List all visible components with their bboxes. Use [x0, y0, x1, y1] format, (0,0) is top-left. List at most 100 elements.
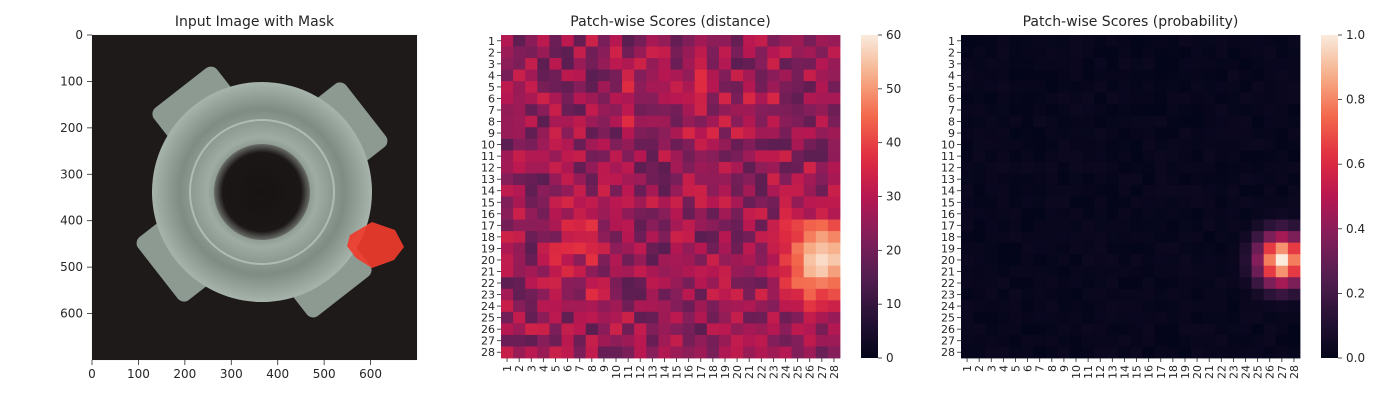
heatmap-cell — [997, 277, 1010, 290]
heatmap-cell — [743, 35, 756, 47]
heatmap-cell — [827, 184, 841, 197]
heatmap-cell — [525, 92, 538, 105]
heatmap-cell — [1057, 35, 1071, 47]
heatmap-cell — [706, 219, 720, 232]
metal-nut — [136, 66, 388, 318]
heatmap-cell — [682, 196, 696, 209]
heatmap-cell — [1227, 115, 1240, 128]
heatmap-cell — [1033, 219, 1047, 232]
heatmap-cell — [1191, 81, 1204, 94]
heatmap-cell — [525, 208, 538, 220]
heatmap-cell — [634, 311, 647, 324]
x-tick-label: 19 — [719, 365, 732, 379]
heatmap-cell — [609, 69, 623, 82]
heatmap-cell — [767, 277, 780, 290]
heatmap-cell — [779, 196, 792, 209]
heatmap-cell — [609, 254, 623, 267]
heatmap-cell — [731, 161, 744, 174]
heatmap-cell — [1239, 150, 1252, 163]
heatmap-cell — [1033, 265, 1047, 278]
heatmap-cell — [501, 242, 514, 255]
heatmap-cell — [1045, 288, 1059, 301]
heatmap-cell — [1069, 208, 1083, 220]
heatmap-cell — [1239, 277, 1252, 290]
heatmap-cell — [706, 161, 720, 174]
heatmap-cell — [997, 173, 1010, 186]
heatmap-cell — [743, 138, 756, 151]
heatmap-cell — [1287, 161, 1301, 174]
heatmap-cell — [537, 81, 550, 94]
heatmap-cell — [1275, 81, 1289, 94]
heatmap-cell — [634, 242, 647, 255]
heatmap-cell — [609, 81, 623, 94]
heatmap-cell — [779, 265, 792, 278]
x-tick-label: 25 — [792, 365, 805, 379]
heatmap-cell — [513, 69, 526, 82]
heatmap-cell — [755, 242, 768, 255]
heatmap-cell — [985, 254, 998, 267]
heatmap-cell — [743, 242, 756, 255]
heatmap-cell — [682, 46, 696, 59]
heatmap-cell — [731, 288, 744, 301]
heatmap-cell — [1069, 277, 1083, 290]
heatmap-cell — [827, 58, 841, 71]
heatmap-cell — [743, 81, 756, 94]
heatmap-cell — [1178, 184, 1192, 197]
heatmap-cell — [743, 208, 756, 220]
heatmap-cell — [767, 184, 780, 197]
x-tick-label: 23 — [767, 365, 780, 379]
heatmap-cell — [1069, 300, 1083, 313]
heatmap-cell — [1227, 288, 1240, 301]
heatmap-cell — [731, 265, 744, 278]
heatmap-cell — [997, 58, 1010, 71]
heatmap-cell — [1009, 46, 1022, 59]
heatmap-cell — [646, 346, 659, 359]
heatmap-cell — [1130, 311, 1144, 324]
heatmap-cell — [646, 138, 659, 151]
probability-colorbar — [1321, 35, 1338, 358]
heatmap-cell — [609, 265, 623, 278]
heatmap-cell — [1251, 115, 1265, 128]
heatmap-cell — [961, 115, 974, 128]
heatmap-cell — [573, 138, 587, 151]
x-tick-label: 200 — [173, 367, 196, 381]
heatmap-cell — [537, 150, 550, 163]
heatmap-cell — [501, 288, 514, 301]
heatmap-cell — [767, 161, 780, 174]
heatmap-cell — [1166, 69, 1180, 82]
heatmap-cell — [1154, 127, 1168, 140]
y-tick-label: 10 — [941, 139, 955, 152]
heatmap-cell — [803, 208, 817, 220]
x-tick-label: 11 — [1082, 365, 1095, 379]
x-tick-label: 10 — [1070, 365, 1083, 379]
heatmap-cell — [1057, 346, 1071, 359]
heatmap-cell — [646, 300, 659, 313]
heatmap-cell — [985, 104, 998, 117]
heatmap-cell — [1021, 277, 1035, 290]
heatmap-cell — [658, 311, 671, 324]
heatmap-cell — [973, 150, 986, 163]
y-tick-label: 15 — [941, 196, 955, 209]
heatmap-cell — [549, 138, 562, 151]
heatmap-cell — [1033, 35, 1047, 47]
heatmap-cell — [1094, 265, 1107, 278]
heatmap-cell — [767, 173, 780, 186]
heatmap-cell — [1118, 323, 1131, 336]
heatmap-cell — [1130, 242, 1144, 255]
heatmap-cell — [1009, 323, 1022, 336]
heatmap-cell — [1142, 300, 1156, 313]
heatmap-cell — [1287, 138, 1301, 151]
heatmap-cell — [1009, 115, 1022, 128]
heatmap-cell — [1287, 300, 1301, 313]
heatmap-cell — [573, 334, 587, 347]
y-tick-label: 19 — [481, 242, 495, 255]
heatmap-cell — [1009, 288, 1022, 301]
heatmap-cell — [513, 58, 526, 71]
heatmap-cell — [549, 323, 562, 336]
heatmap-cell — [1118, 208, 1131, 220]
y-tick-label: 600 — [60, 307, 83, 321]
heatmap-cell — [646, 69, 659, 82]
heatmap-cell — [1191, 35, 1204, 47]
heatmap-cell — [1021, 231, 1035, 244]
heatmap-cell — [561, 69, 575, 82]
